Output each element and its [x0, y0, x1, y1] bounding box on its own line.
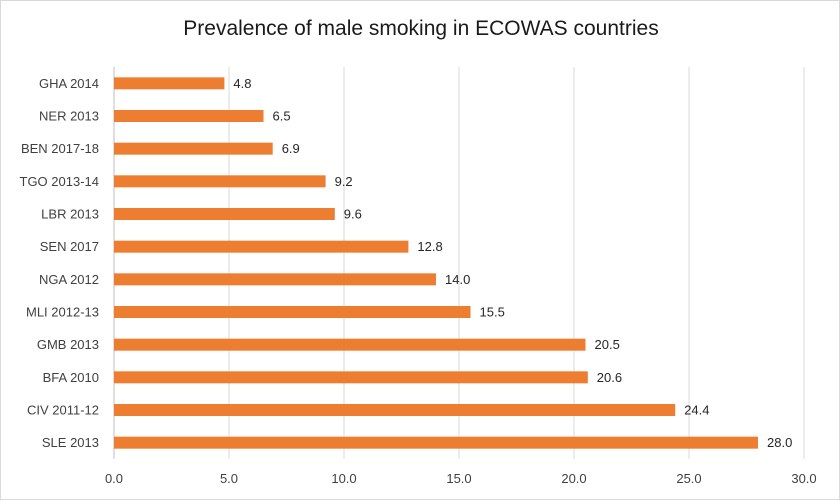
category-label: LBR 2013: [41, 207, 99, 222]
bar: [114, 175, 326, 188]
bar: [114, 240, 409, 253]
data-label: 14.0: [445, 272, 470, 287]
bar: [114, 306, 471, 318]
x-tick-label: 25.0: [676, 471, 701, 486]
bar: [114, 208, 335, 220]
x-tick-label: 15.0: [446, 471, 471, 486]
bar: [114, 371, 588, 384]
category-label: NGA 2012: [39, 272, 99, 287]
x-tick-label: 20.0: [561, 471, 586, 486]
category-label: BEN 2017-18: [21, 141, 99, 156]
data-label: 9.6: [344, 207, 362, 222]
x-axis-ticks: 0.0 5.0 10.0 15.0 20.0 25.0 30.0: [105, 471, 817, 486]
category-labels: GHA 2014 NER 2013 BEN 2017-18 TGO 2013-14 LB…: [20, 76, 100, 450]
x-tick-label: 0.0: [105, 471, 123, 486]
x-tick-label: 10.0: [331, 471, 356, 486]
bar: [114, 404, 676, 416]
bar: [114, 110, 264, 122]
x-tick-label: 30.0: [791, 471, 816, 486]
data-label: 6.9: [282, 141, 300, 156]
value-labels: 4.8 6.5 6.9 9.2 9.6 12.8 14.0 15.5 20.5 20.6 24.4 2…: [233, 76, 792, 450]
category-label: SEN 2017: [40, 239, 99, 254]
category-label: TGO 2013-14: [20, 174, 100, 189]
data-label: 6.5: [273, 109, 291, 124]
data-label: 9.2: [335, 174, 353, 189]
bar: [114, 142, 273, 155]
data-label: 12.8: [417, 239, 442, 254]
data-label: 28.0: [767, 435, 792, 450]
category-label: GMB 2013: [37, 337, 99, 352]
category-label: MLI 2012-13: [26, 305, 99, 320]
category-label: NER 2013: [39, 109, 99, 124]
data-label: 20.6: [597, 370, 622, 385]
bar: [114, 273, 436, 286]
bar: [114, 338, 586, 351]
bars: [114, 77, 758, 449]
category-label: GHA 2014: [39, 76, 99, 91]
data-label: 15.5: [480, 305, 505, 320]
data-label: 24.4: [684, 403, 709, 418]
category-label: SLE 2013: [42, 435, 99, 450]
data-label: 4.8: [233, 76, 251, 91]
gridlines: [113, 67, 805, 459]
bar: [114, 436, 758, 449]
x-tick-label: 5.0: [220, 471, 238, 486]
bar: [114, 77, 225, 90]
data-label: 20.5: [595, 337, 620, 352]
category-label: CIV 2011-12: [27, 403, 99, 418]
category-label: BFA 2010: [43, 370, 99, 385]
chart-title: Prevalence of male smoking in ECOWAS cou…: [183, 17, 659, 40]
